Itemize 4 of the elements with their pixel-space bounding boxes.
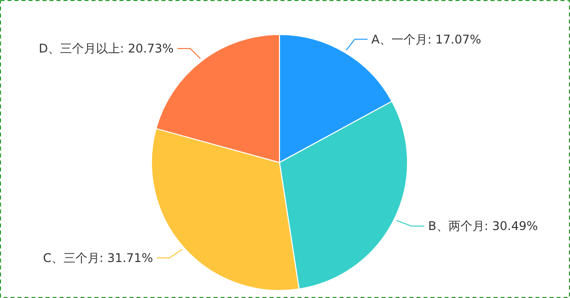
slice-label: B、两个月: 30.49%: [428, 219, 538, 234]
slice-label: A、一个月: 17.07%: [371, 32, 482, 46]
slice-label: D、三个月以上: 20.73%: [38, 41, 174, 56]
slice-label: C、三个月: 31.71%: [42, 250, 153, 265]
